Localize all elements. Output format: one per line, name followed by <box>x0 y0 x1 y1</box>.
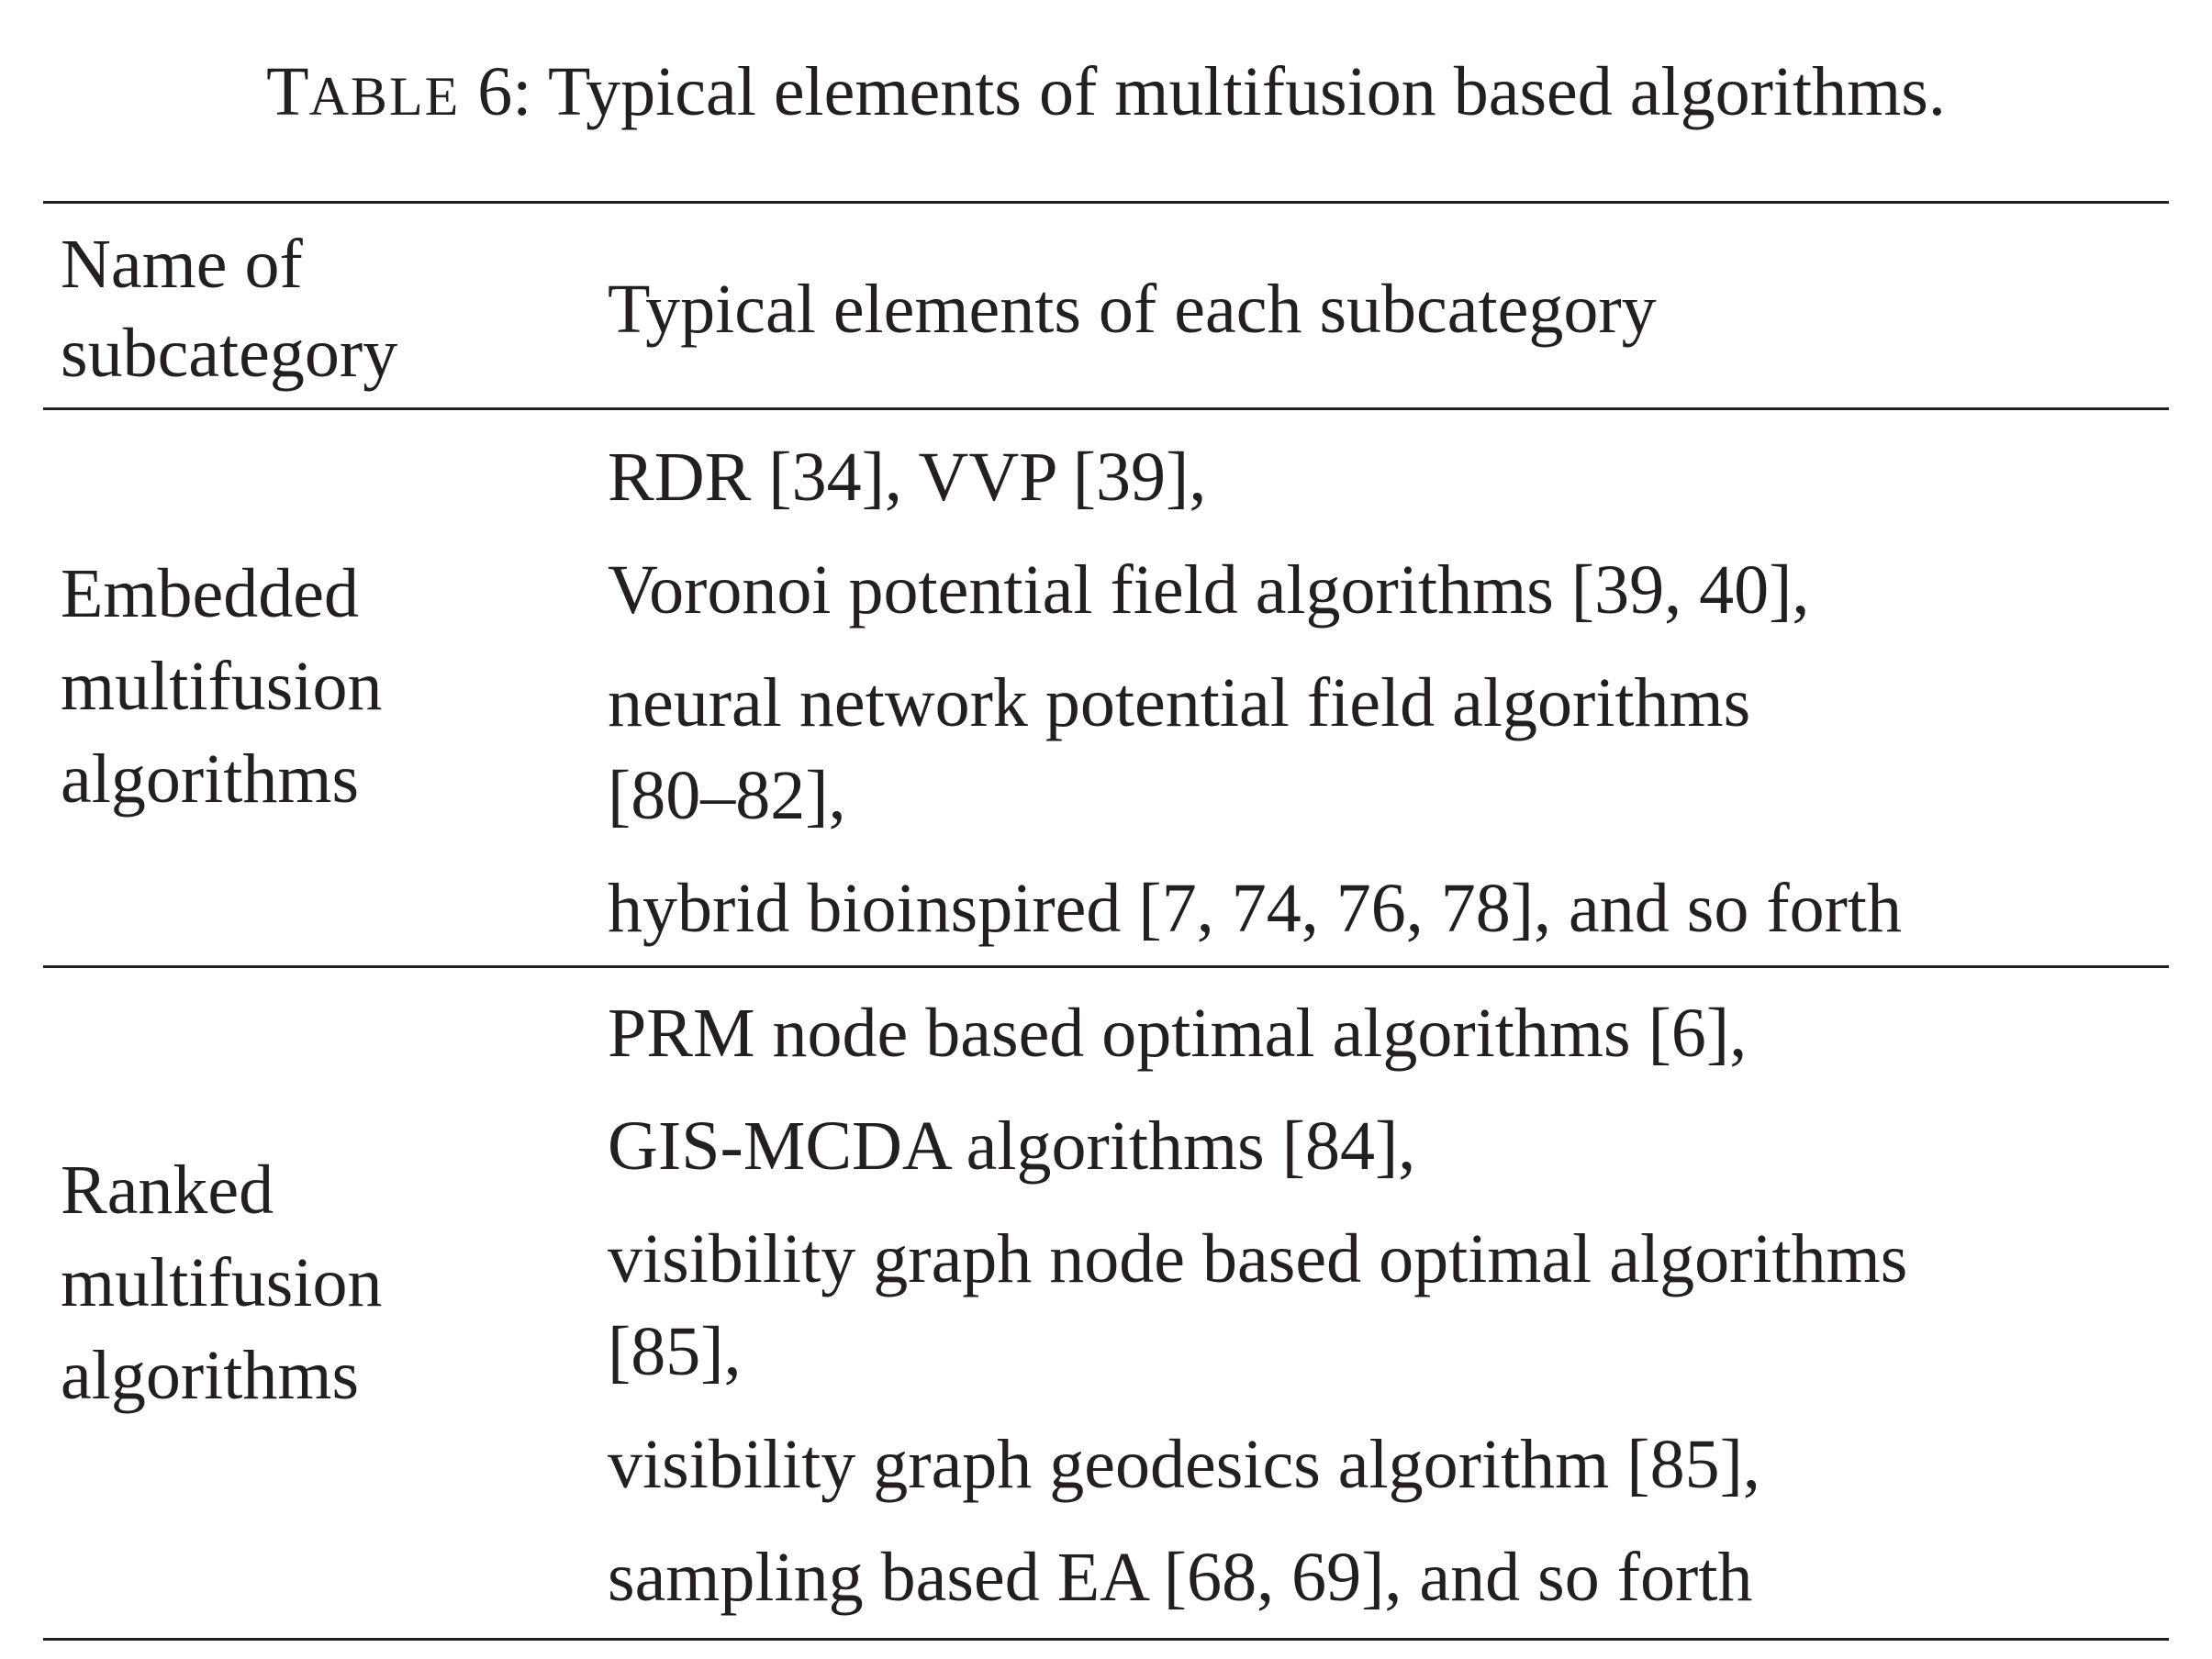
caption-label-smallcaps: ABLE <box>308 66 461 127</box>
list-item: visibility graph geodesics algorithm [85… <box>608 1419 1907 1511</box>
list-item: sampling based EA [68, 69], and so forth <box>608 1531 1907 1624</box>
caption-number: 6: <box>477 53 532 130</box>
header-col1-line1: Name of <box>61 226 303 303</box>
row-name-line: algorithms <box>61 1337 360 1414</box>
header-name-of-subcategory: Name of subcategory <box>61 218 397 400</box>
row-embedded-elements: RDR [34], VVP [39], Voronoi potential fi… <box>608 431 1902 955</box>
list-item-line: hybrid bioinspired [7, 74, 76, 78], and … <box>608 870 1903 947</box>
list-item: GIS-MCDA algorithms [84], <box>608 1100 1907 1193</box>
row-name-line: Embedded <box>61 555 360 632</box>
list-item: PRM node based optimal algorithms [6], <box>608 987 1907 1080</box>
row-ranked-elements: PRM node based optimal algorithms [6], G… <box>608 987 1907 1624</box>
header-typical-elements: Typical elements of each subcategory <box>608 271 1657 348</box>
row-ranked-name: Ranked multifusion algorithms <box>61 1144 382 1422</box>
list-item: Voronoi potential field algorithms [39, … <box>608 544 1902 637</box>
list-item: hybrid bioinspired [7, 74, 76, 78], and … <box>608 863 1902 955</box>
list-item: visibility graph node based optimal algo… <box>608 1213 1907 1398</box>
list-item-line: [85], <box>608 1313 742 1390</box>
row-name-line: algorithms <box>61 740 360 818</box>
table-header-rule <box>43 407 2169 410</box>
row-name-line: multifusion <box>61 1244 383 1321</box>
list-item-line: Voronoi potential field algorithms [39, … <box>608 551 1810 629</box>
table-caption: TABLE 6: Typical elements of multifusion… <box>0 48 2212 140</box>
list-item-line: sampling based EA [68, 69], and so forth <box>608 1539 1753 1616</box>
list-item-line: neural network potential field algorithm… <box>608 664 1751 741</box>
table-bottom-rule <box>43 1638 2169 1641</box>
list-item-line: RDR [34], VVP [39], <box>608 439 1207 516</box>
header-col1-line2: subcategory <box>61 315 398 392</box>
list-item-line: visibility graph geodesics algorithm [85… <box>608 1426 1760 1503</box>
list-item-line: GIS-MCDA algorithms [84], <box>608 1108 1416 1185</box>
caption-label-initial: T <box>266 53 309 130</box>
table-row-separator <box>43 965 2169 968</box>
list-item-line: visibility graph node based optimal algo… <box>608 1220 1908 1297</box>
row-embedded-name: Embedded multifusion algorithms <box>61 548 382 826</box>
list-item-line: [80–82], <box>608 757 846 834</box>
list-item: RDR [34], VVP [39], <box>608 431 1902 524</box>
row-name-line: multifusion <box>61 648 383 725</box>
table-top-rule <box>43 201 2169 204</box>
caption-text: Typical elements of multifusion based al… <box>548 53 1946 130</box>
list-item: neural network potential field algorithm… <box>608 657 1902 842</box>
list-item-line: PRM node based optimal algorithms [6], <box>608 995 1748 1072</box>
row-name-line: Ranked <box>61 1152 274 1229</box>
